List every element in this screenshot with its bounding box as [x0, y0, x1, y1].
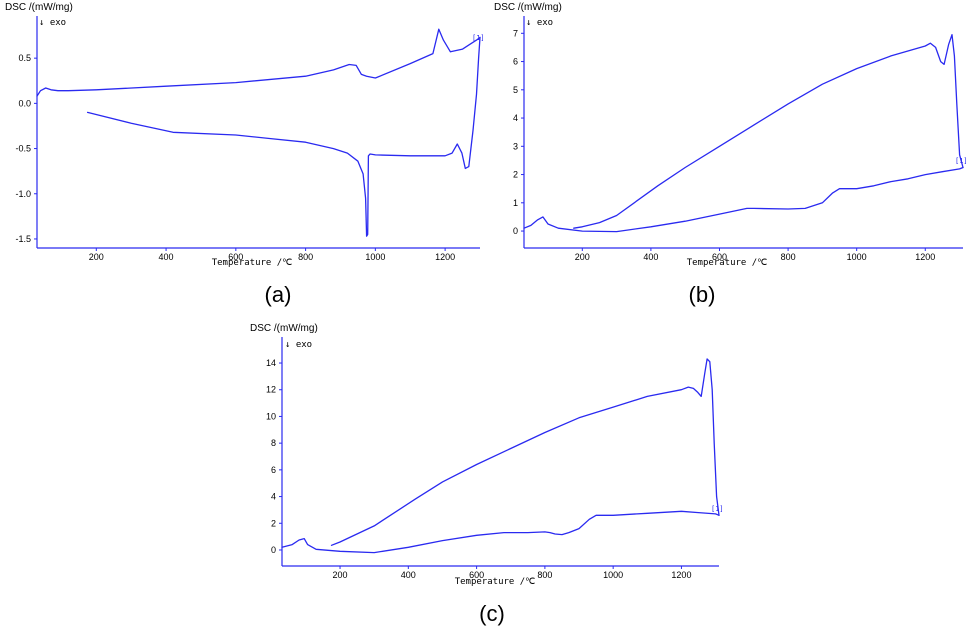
- x-axis-label: Temperature /℃: [212, 258, 293, 268]
- y-tick-label: 7: [513, 28, 518, 38]
- y-tick-label: 2: [513, 170, 518, 180]
- y-axis-label: DSC /(mW/mg): [5, 2, 73, 13]
- y-tick-label: 0: [513, 226, 518, 236]
- x-tick-label: 200: [89, 252, 104, 262]
- exo-direction-label: ↓ exo: [285, 340, 312, 350]
- x-tick-label: 800: [781, 252, 796, 262]
- y-tick-label: -1.0: [15, 189, 31, 199]
- dsc-curve-segment-2: [573, 34, 964, 229]
- dsc-curve-segment-2: [86, 36, 481, 237]
- y-tick-label: 5: [513, 85, 518, 95]
- x-tick-label: 400: [401, 570, 416, 580]
- panel-label: (c): [479, 601, 505, 626]
- y-tick-label: 10: [266, 411, 276, 421]
- exo-direction-label: ↓ exo: [526, 18, 553, 28]
- y-tick-label: 4: [513, 113, 518, 123]
- y-tick-label: 0: [271, 545, 276, 555]
- y-tick-label: -0.5: [15, 144, 31, 154]
- dsc-curve-segment-1: [281, 510, 720, 554]
- y-tick-label: 0.5: [18, 53, 31, 63]
- dsc-curve-segment-2: [330, 358, 720, 546]
- x-tick-label: 600: [712, 252, 727, 262]
- x-tick-label: 200: [333, 570, 348, 580]
- y-tick-label: 4: [271, 492, 276, 502]
- x-tick-label: 400: [643, 252, 658, 262]
- panel-label: (a): [265, 282, 292, 307]
- y-tick-label: 12: [266, 385, 276, 395]
- y-tick-label: 6: [271, 465, 276, 475]
- x-tick-label: 800: [298, 252, 313, 262]
- y-tick-label: 8: [271, 438, 276, 448]
- x-tick-label: 1200: [671, 570, 691, 580]
- x-axis-label: Temperature /℃: [687, 258, 768, 268]
- y-tick-label: 6: [513, 57, 518, 67]
- x-tick-label: 1000: [365, 252, 385, 262]
- x-tick-label: 1200: [435, 252, 455, 262]
- y-tick-label: -1.5: [15, 234, 31, 244]
- y-axis-label: DSC /(mW/mg): [250, 323, 318, 334]
- x-tick-label: 1000: [603, 570, 623, 580]
- y-tick-label: 0.0: [18, 98, 31, 108]
- x-tick-label: 200: [575, 252, 590, 262]
- chart-panel-c: DSC /(mW/mg) ↓ exo Temperature /℃ [1] (c…: [250, 323, 724, 626]
- dsc-curve-segment-1: [36, 28, 481, 97]
- chart-panel-b: DSC /(mW/mg) ↓ exo Temperature /℃ [1] (b…: [494, 2, 968, 307]
- x-tick-label: 400: [159, 252, 174, 262]
- x-axis-label: Temperature /℃: [455, 577, 536, 587]
- chart-panel-a: DSC /(mW/mg) ↓ exo Temperature /℃ [1] (a…: [5, 2, 485, 307]
- y-tick-label: 2: [271, 518, 276, 528]
- segment-marker: [1]: [711, 505, 724, 513]
- x-tick-label: 600: [469, 570, 484, 580]
- y-tick-label: 1: [513, 198, 518, 208]
- dsc-curve-segment-1: [523, 166, 964, 233]
- exo-direction-label: ↓ exo: [39, 18, 66, 28]
- x-tick-label: 600: [228, 252, 243, 262]
- x-tick-label: 1200: [915, 252, 935, 262]
- x-tick-label: 800: [537, 570, 552, 580]
- y-axis-label: DSC /(mW/mg): [494, 2, 562, 13]
- y-tick-label: 3: [513, 141, 518, 151]
- x-tick-label: 1000: [847, 252, 867, 262]
- y-tick-label: 14: [266, 358, 276, 368]
- panel-label: (b): [689, 282, 716, 307]
